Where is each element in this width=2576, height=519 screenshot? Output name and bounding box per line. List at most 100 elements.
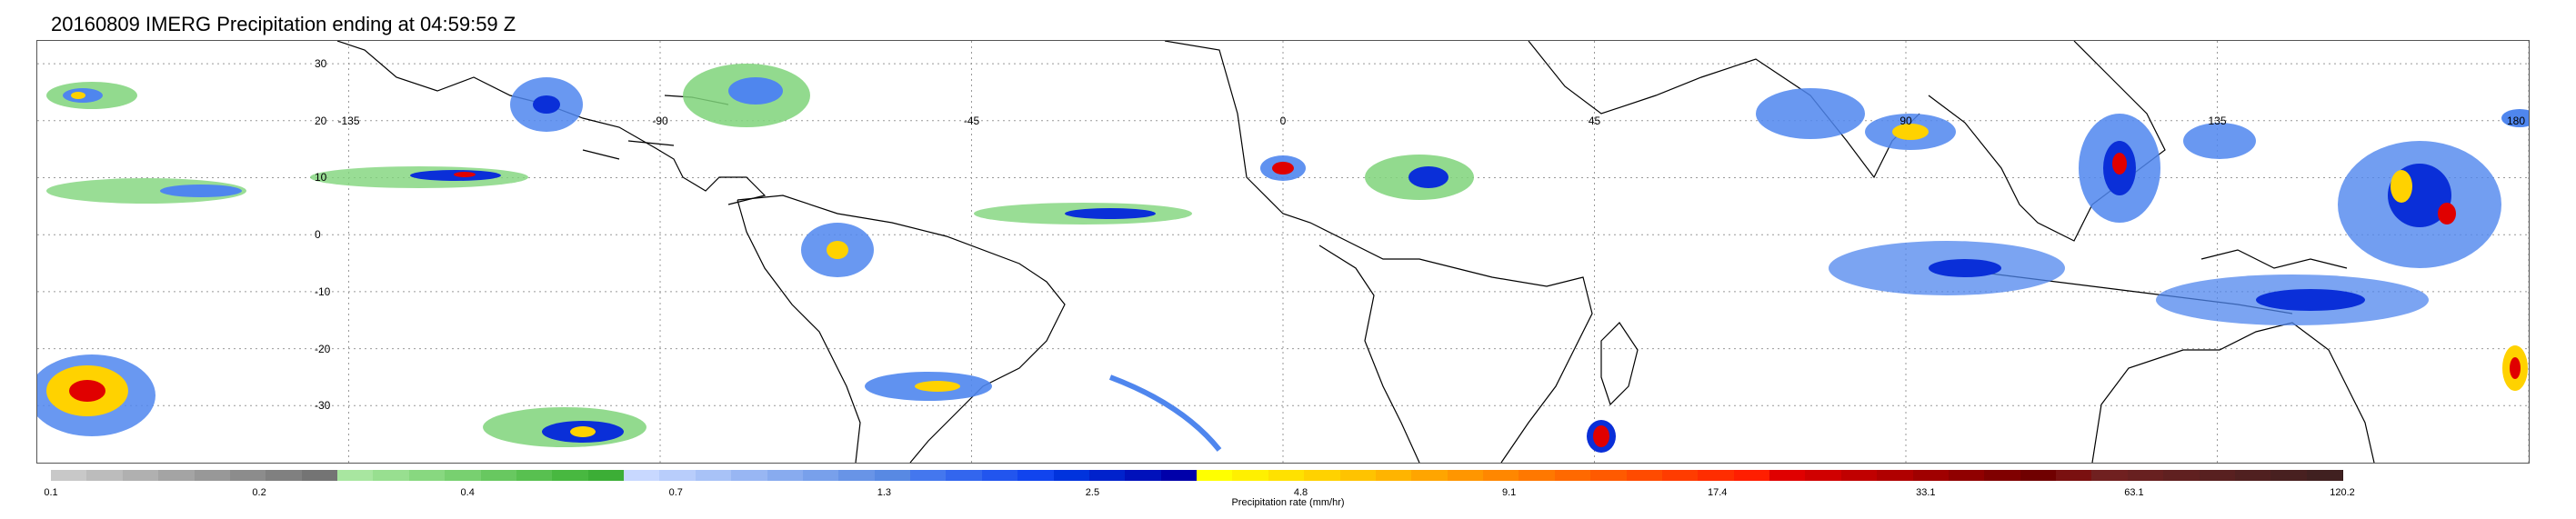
colorbar-segment (2163, 470, 2200, 481)
colorbar-tick-label: 63.1 (2124, 487, 2144, 498)
colorbar-segment (838, 470, 876, 481)
colorbar-segment (587, 470, 625, 481)
colorbar-segment (373, 470, 410, 481)
colorbar-tick-label: 9.1 (1501, 487, 1517, 498)
colorbar-segment (2127, 470, 2165, 481)
precip-cell (2256, 289, 2365, 311)
colorbar-segment (802, 470, 840, 481)
coastline-australia (2091, 322, 2375, 463)
lon-tick-label: -45 (963, 115, 980, 127)
colorbar-tick-label: 0.7 (668, 487, 683, 498)
coastline-south-america (737, 195, 1066, 463)
precip-band (1108, 374, 1222, 452)
precip-cell (1756, 88, 1865, 139)
precip-cell (570, 426, 596, 437)
colorbar-segment (1197, 470, 1234, 481)
colorbar-segment (2091, 470, 2129, 481)
colorbar-segment (1733, 470, 1770, 481)
colorbar-segment (516, 470, 554, 481)
precip-cell (1929, 259, 2001, 277)
colorbar-segment (731, 470, 768, 481)
precip-cell (827, 241, 848, 259)
precip-cell (2391, 170, 2412, 203)
colorbar-segment (194, 470, 231, 481)
gridlines (37, 41, 2529, 463)
precip-cell (69, 380, 105, 402)
colorbar-segment (874, 470, 911, 481)
colorbar-segment (301, 470, 338, 481)
coastline-africa (1164, 41, 1593, 463)
colorbar (51, 470, 2343, 483)
precip-cell (2112, 153, 2127, 175)
coastline-north-america (336, 41, 767, 205)
lon-tick-label: 90 (1899, 115, 1912, 127)
colorbar-segment (1769, 470, 1807, 481)
lat-tick-label: 10 (315, 171, 327, 185)
colorbar-segment (337, 470, 375, 481)
colorbar-segment (1053, 470, 1090, 481)
colorbar-tick-label: 0.4 (460, 487, 475, 498)
colorbar-tick-label: 120.2 (2330, 487, 2355, 498)
colorbar-segment (1232, 470, 1269, 481)
colorbar-segment (1554, 470, 1592, 481)
colorbar-tick-label: 0.2 (252, 487, 266, 498)
precip-cell (533, 95, 560, 114)
colorbar-segment (1125, 470, 1162, 481)
colorbar-segment (1912, 470, 1950, 481)
colorbar-segment (2306, 470, 2343, 481)
coastline-southeast-asia (1928, 41, 2166, 242)
precip-cell (2501, 109, 2529, 127)
colorbar-segment (1411, 470, 1448, 481)
precip-cell (1272, 162, 1294, 175)
colorbar-segment (910, 470, 947, 481)
colorbar-segment (229, 470, 267, 481)
precip-cell (1892, 124, 1929, 140)
lat-tick-label: -10 (315, 284, 331, 298)
colorbar-segment (408, 470, 446, 481)
precip-cell (2510, 357, 2521, 379)
colorbar-segment (51, 470, 88, 481)
colorbar-segment (1088, 470, 1127, 481)
colorbar-segment (946, 470, 983, 481)
colorbar-segment (1375, 470, 1413, 481)
colorbar-segment (266, 470, 303, 481)
precip-cell (2438, 203, 2456, 225)
lat-tick-label: -30 (315, 399, 331, 413)
precip-cell (71, 92, 85, 99)
colorbar-segment (1017, 470, 1055, 481)
colorbar-segment (1160, 470, 1198, 481)
precip-cell (160, 185, 242, 197)
precip-cell (1408, 166, 1448, 188)
colorbar-segment (552, 470, 589, 481)
colorbar-segment (1590, 470, 1628, 481)
colorbar-segment (158, 470, 195, 481)
colorbar-segment (1519, 470, 1556, 481)
colorbar-segment (2020, 470, 2057, 481)
coastline-madagascar (1600, 322, 1639, 406)
lon-tick-label: 0 (1279, 115, 1287, 127)
colorbar-segment (1661, 470, 1699, 481)
lon-tick-label: 135 (2208, 115, 2227, 127)
coastlines (336, 41, 2375, 463)
coastline-arabia-india (1528, 41, 1920, 179)
map-canvas (37, 41, 2529, 463)
colorbar-segment (1483, 470, 1520, 481)
colorbar-tick-label: 17.4 (1708, 487, 1728, 498)
colorbar-segment (1805, 470, 1842, 481)
precip-cell (728, 77, 783, 105)
colorbar-segment (624, 470, 661, 481)
colorbar-segment (1840, 470, 1879, 481)
precip-cell (915, 381, 960, 392)
lat-tick-label: -20 (315, 342, 331, 355)
colorbar-segment (1268, 470, 1306, 481)
colorbar-segment (1304, 470, 1341, 481)
colorbar-segment (2056, 470, 2093, 481)
lon-tick-label: 180 (2506, 115, 2526, 127)
colorbar-segment (1948, 470, 1986, 481)
colorbar-segment (1447, 470, 1484, 481)
colorbar-segment (1339, 470, 1377, 481)
colorbar-tick-label: 0.1 (44, 487, 58, 498)
colorbar-segment (2234, 470, 2272, 481)
colorbar-segment (1698, 470, 1735, 481)
colorbar-segment (480, 470, 517, 481)
